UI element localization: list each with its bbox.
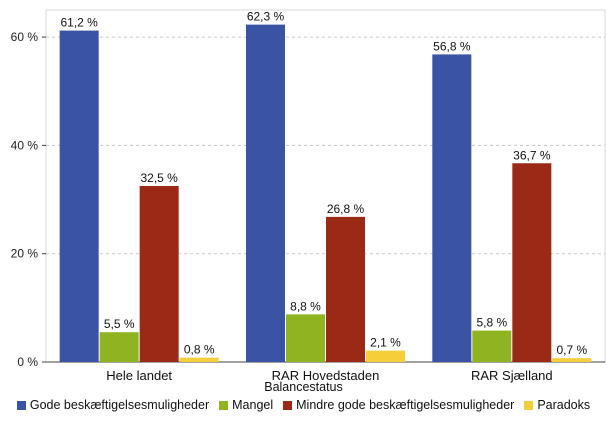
data-label: 8,8 %: [290, 299, 321, 313]
data-label: 5,5 %: [104, 317, 135, 331]
legend-label: Gode beskæftigelsesmuligheder: [29, 398, 210, 412]
plot-area: [45, 9, 606, 363]
bar: [472, 330, 512, 362]
data-label: 61,2 %: [60, 16, 98, 30]
data-label: 0,8 %: [184, 343, 215, 357]
data-label: 5,8 %: [476, 316, 507, 330]
bar: [512, 163, 552, 362]
y-tick-label: 40 %: [11, 138, 39, 152]
y-tick-label: 60 %: [11, 30, 39, 44]
data-label: 56,8 %: [433, 39, 471, 53]
legend-item: Paradoks: [524, 398, 590, 412]
bar: [286, 314, 325, 362]
data-label: 26,8 %: [327, 202, 365, 216]
bar: [366, 350, 405, 362]
legend-item: Mangel: [219, 398, 273, 412]
bar: [552, 358, 592, 362]
legend-label: Paradoks: [537, 398, 591, 412]
legend-swatch: [283, 400, 293, 410]
legend-swatch: [219, 400, 229, 410]
data-label: 36,7 %: [513, 148, 551, 162]
legend: Gode beskæftigelsesmuligheder Mangel Mindr…: [0, 398, 607, 412]
bar: [326, 216, 365, 362]
legend-item: Mindre gode beskæftigelsesmuligheder: [283, 398, 514, 412]
data-label: 62,3 %: [247, 10, 285, 24]
bar: [246, 24, 285, 362]
legend-label: Mangel: [232, 398, 274, 412]
bar: [139, 186, 179, 362]
legend-swatch: [524, 400, 534, 410]
bar: [59, 30, 99, 362]
bar: [179, 357, 219, 362]
legend-title: Balancestatus: [264, 380, 343, 394]
x-tick-label: RAR Hovedstaden: [272, 368, 380, 383]
x-tick-label: Hele landet: [106, 368, 172, 383]
data-label: 0,7 %: [556, 343, 587, 357]
data-label: 2,1 %: [370, 336, 401, 350]
legend-swatch: [16, 400, 26, 410]
y-tick-label: 20 %: [11, 247, 39, 261]
data-label: 32,5 %: [140, 171, 178, 185]
bar: [99, 332, 139, 362]
y-tick-label: 0 %: [17, 355, 38, 369]
legend-label: Mindre gode beskæftigelsesmuligheder: [296, 398, 515, 412]
x-tick-label: RAR Sjælland: [471, 368, 553, 383]
bar: [432, 54, 472, 362]
legend-item: Gode beskæftigelsesmuligheder: [16, 398, 210, 412]
